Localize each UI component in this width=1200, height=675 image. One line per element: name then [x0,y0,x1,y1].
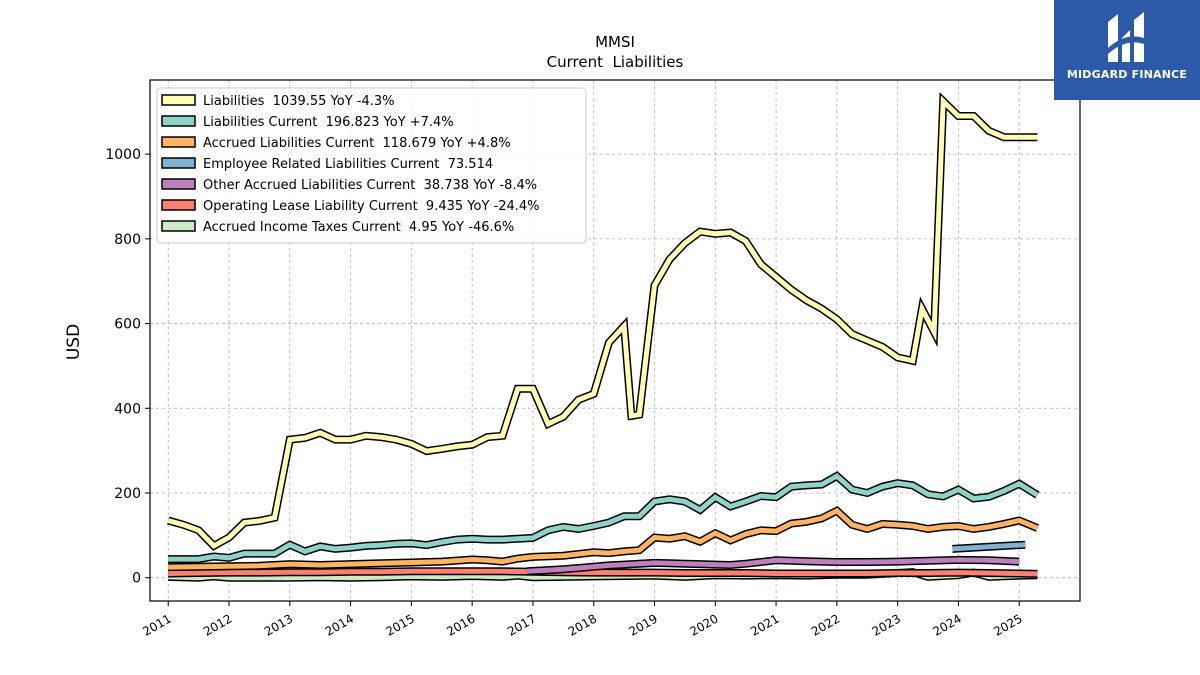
legend-swatch [161,199,196,211]
legend-box [156,87,587,244]
legend-label: Liabilities 1039.55 YoY -4.3% [203,94,395,109]
x-tick-label: 2014 [323,611,356,638]
legend-label: Accrued Liabilities Current 118.679 YoY … [203,136,511,151]
series-line [167,95,1038,550]
brand-logo: MIDGARD FINANCE [1054,0,1200,100]
legend-item: Employee Related Liabilities Current 73.… [161,157,493,172]
x-tick-label: 2015 [383,611,416,638]
x-tick-label: 2019 [627,611,660,638]
x-tick-label: 2021 [748,611,781,638]
brand-name: MIDGARD FINANCE [1066,68,1188,81]
series-line [168,472,1039,562]
midgard-logo-icon [1108,12,1144,62]
y-tick-label: 1000 [105,147,141,163]
legend-label: Other Accrued Liabilities Current 38.738… [203,178,537,193]
x-tick-label: 2017 [505,611,538,638]
x-tick-label: 2012 [201,611,234,638]
chart-subtitle: Current Liabilities [547,53,684,71]
x-tick-label: 2016 [444,611,477,638]
x-tick-label: 2024 [930,611,963,638]
x-tick-label: 2023 [870,611,903,638]
legend-label: Employee Related Liabilities Current 73.… [203,157,493,172]
series-5 [526,555,1020,576]
legend-item: Accrued Income Taxes Current 4.95 YoY -4… [161,220,514,235]
x-tick-label: 2025 [991,611,1024,638]
y-tick-label: 600 [114,317,141,333]
legend-swatch [161,115,196,127]
chart-title: MMSI [595,33,635,51]
y-tick-label: 800 [114,232,141,248]
legend-swatch [161,220,196,232]
legend-label: Operating Lease Liability Current 9.435 … [203,199,540,214]
legend-swatch [161,94,196,106]
x-tick-label: 2011 [140,611,173,638]
series-line [168,507,1039,570]
legend-item: Liabilities 1039.55 YoY -4.3% [161,94,395,109]
series-1 [167,92,1038,551]
legend-item: Other Accrued Liabilities Current 38.738… [161,178,537,193]
series-line [168,568,1038,577]
x-tick-label: 2022 [809,611,842,638]
x-tick-label: 2020 [687,611,720,638]
series-3 [168,505,1040,572]
y-tick-label: 400 [114,401,141,417]
legend-swatch [161,136,196,148]
legend-swatch [161,157,196,169]
y-tick-label: 200 [114,486,141,502]
legend-swatch [161,178,196,190]
series-line [526,557,1020,574]
x-tick-label: 2018 [566,611,599,638]
legend-item: Accrued Liabilities Current 118.679 YoY … [161,136,511,151]
y-axis-label: USD [64,324,84,360]
y-tick-label: 0 [132,571,141,587]
series-6 [168,567,1038,578]
legend-label: Accrued Income Taxes Current 4.95 YoY -4… [203,220,514,235]
x-tick-label: 2013 [262,611,295,638]
legend-item: Operating Lease Liability Current 9.435 … [161,199,540,214]
plot-frame [149,79,1081,602]
legend-item: Liabilities Current 196.823 YoY +7.4% [161,115,454,130]
series-2 [168,471,1040,564]
series-4 [952,540,1026,553]
series-line [952,542,1026,552]
legend-label: Liabilities Current 196.823 YoY +7.4% [203,115,454,130]
